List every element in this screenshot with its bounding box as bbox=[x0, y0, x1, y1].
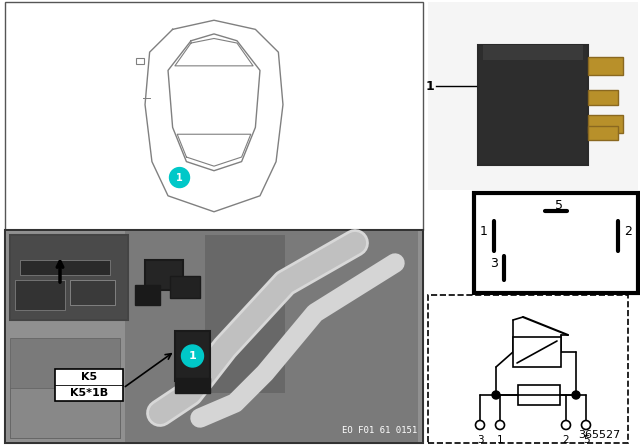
Bar bbox=[588, 115, 623, 133]
Bar bbox=[513, 337, 561, 367]
Bar bbox=[135, 285, 160, 305]
Text: 5: 5 bbox=[556, 199, 563, 212]
Bar bbox=[20, 260, 110, 275]
Circle shape bbox=[572, 391, 580, 399]
Bar bbox=[10, 388, 120, 438]
Bar bbox=[518, 385, 560, 405]
Text: 1: 1 bbox=[189, 351, 196, 361]
Bar bbox=[170, 276, 200, 298]
Text: 2: 2 bbox=[563, 435, 570, 445]
Text: 1: 1 bbox=[176, 172, 183, 183]
Bar bbox=[474, 193, 638, 293]
Bar bbox=[428, 295, 628, 443]
Circle shape bbox=[492, 391, 500, 399]
Text: 1: 1 bbox=[425, 79, 434, 92]
Text: 3: 3 bbox=[490, 257, 498, 270]
Text: 5: 5 bbox=[582, 435, 589, 445]
Bar bbox=[588, 90, 618, 105]
Bar bbox=[588, 126, 618, 140]
Bar bbox=[10, 235, 128, 320]
Bar bbox=[175, 378, 210, 393]
Bar bbox=[588, 57, 623, 75]
Bar bbox=[428, 2, 638, 190]
Bar bbox=[205, 235, 285, 393]
Text: 3: 3 bbox=[477, 435, 483, 445]
Bar bbox=[6, 231, 422, 442]
Circle shape bbox=[561, 421, 570, 430]
Bar bbox=[5, 2, 423, 230]
Text: EO F01 61 0151: EO F01 61 0151 bbox=[342, 426, 417, 435]
Circle shape bbox=[182, 345, 204, 367]
Bar bbox=[136, 58, 145, 64]
Circle shape bbox=[582, 421, 591, 430]
Text: 365527: 365527 bbox=[578, 430, 620, 440]
Bar bbox=[15, 280, 65, 310]
Bar bbox=[11, 236, 127, 319]
Text: 2: 2 bbox=[624, 224, 632, 237]
Text: 1: 1 bbox=[497, 435, 503, 445]
Bar bbox=[483, 45, 583, 60]
Circle shape bbox=[495, 421, 504, 430]
Bar bbox=[55, 369, 123, 401]
Bar bbox=[478, 45, 588, 165]
Circle shape bbox=[476, 421, 484, 430]
Bar bbox=[5, 230, 423, 443]
Bar bbox=[10, 338, 120, 438]
Text: K5: K5 bbox=[81, 372, 97, 382]
Text: 1: 1 bbox=[480, 224, 488, 237]
Bar bbox=[125, 231, 418, 442]
Bar bbox=[145, 260, 183, 290]
Circle shape bbox=[170, 168, 189, 188]
Bar bbox=[175, 331, 210, 381]
Text: K5*1B: K5*1B bbox=[70, 388, 108, 398]
Bar bbox=[70, 280, 115, 305]
